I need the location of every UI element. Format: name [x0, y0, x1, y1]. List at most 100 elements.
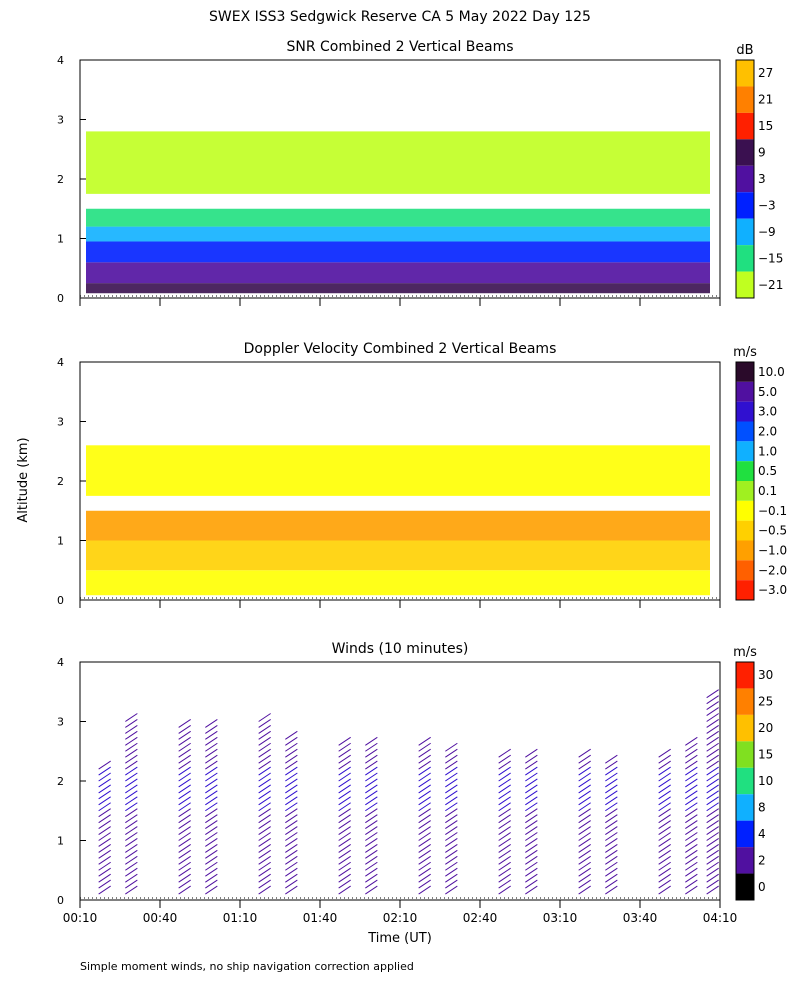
wind-barb: [578, 826, 591, 835]
wind-barb: [685, 736, 698, 746]
wind-barb: [98, 867, 111, 877]
wind-barb: [418, 861, 431, 871]
wind-barb: [578, 879, 591, 889]
layer-top: [86, 208, 710, 227]
wind-barb: [258, 790, 271, 800]
wind-barb: [98, 855, 111, 865]
wind-barb: [498, 832, 511, 841]
wind-barb: [205, 849, 218, 859]
wind-barb: [285, 772, 298, 782]
wind-barb: [178, 861, 191, 871]
colorbar-swatch: [736, 271, 754, 298]
wind-barb: [285, 748, 298, 758]
wind-barb: [658, 885, 671, 895]
wind-barb: [605, 838, 618, 847]
wind-barb: [706, 808, 719, 818]
wind-profile: [578, 748, 591, 895]
colorbar-label: −9: [758, 225, 776, 239]
wind-profile: [205, 719, 218, 895]
wind-barb: [178, 772, 191, 782]
wind-barb: [178, 730, 191, 740]
wind-barb: [205, 808, 218, 818]
wind-barb: [658, 790, 671, 800]
wind-barb: [258, 796, 271, 806]
colorbar-swatch: [736, 381, 754, 402]
wind-barb: [498, 861, 511, 871]
wind-barb: [445, 778, 458, 788]
wind-barb: [258, 724, 271, 734]
wind-barb: [578, 790, 591, 800]
wind-barb: [258, 849, 271, 859]
wind-barb: [365, 838, 378, 847]
wind-barb: [205, 861, 218, 871]
wind-barb: [258, 748, 271, 758]
wind-barb: [525, 754, 538, 764]
colorbar-swatch: [736, 500, 754, 521]
wind-barb: [525, 861, 538, 871]
wind-barb: [338, 808, 351, 818]
wind-barb: [205, 742, 218, 752]
wind-barb: [258, 713, 271, 722]
wind-barb: [525, 838, 538, 847]
wind-barb: [445, 772, 458, 782]
wind-barb: [525, 873, 538, 883]
wind-barb: [125, 736, 138, 746]
wind-barb: [285, 867, 298, 877]
wind-barb: [258, 719, 271, 728]
wind-barb: [338, 796, 351, 806]
wind-barb: [578, 885, 591, 895]
wind-barb: [125, 784, 138, 794]
wind-barb: [685, 873, 698, 883]
wind-barb: [365, 855, 378, 865]
wind-barb: [578, 778, 591, 788]
colorbar-label: 10: [758, 774, 773, 788]
wind-barb: [285, 838, 298, 847]
wind-barb: [178, 849, 191, 859]
wind-barb: [258, 730, 271, 740]
wind-barb: [418, 820, 431, 830]
wind-barb: [178, 820, 191, 830]
wind-barb: [98, 885, 111, 895]
wind-barb: [706, 736, 719, 746]
wind-barb: [445, 814, 458, 824]
wind-barb: [605, 855, 618, 865]
wind-barb: [658, 778, 671, 788]
wind-barb: [445, 808, 458, 818]
wind-barb: [685, 742, 698, 752]
wind-barb: [658, 867, 671, 877]
wind-barb: [706, 826, 719, 835]
wind-barb: [706, 730, 719, 740]
wind-barb: [365, 867, 378, 877]
wind-barb: [685, 855, 698, 865]
wind-barb: [706, 760, 719, 770]
wind-barb: [258, 778, 271, 788]
wind-barb: [685, 766, 698, 776]
wind-barb: [498, 748, 511, 758]
wind-barb: [525, 832, 538, 841]
wind-barb: [658, 784, 671, 794]
wind-barb: [338, 736, 351, 746]
wind-barb: [338, 766, 351, 776]
wind-barb: [285, 760, 298, 770]
layer-lower: [86, 540, 710, 571]
wind-barb: [658, 849, 671, 859]
wind-barb: [445, 760, 458, 770]
wind-barb: [285, 766, 298, 776]
wind-barb: [365, 772, 378, 782]
wind-barb: [205, 766, 218, 776]
wind-barb: [658, 879, 671, 889]
wind-barb: [658, 814, 671, 824]
wind-barb: [706, 820, 719, 830]
wind-barb: [706, 707, 719, 716]
colorbar-label: 9: [758, 146, 766, 160]
wind-barb: [498, 784, 511, 794]
wind-barb: [178, 760, 191, 770]
wind-barb: [605, 760, 618, 770]
wind-barb: [578, 873, 591, 883]
wind-barb: [205, 754, 218, 764]
wind-barb: [205, 719, 218, 728]
colorbar-label: 25: [758, 695, 773, 709]
wind-barb: [365, 814, 378, 824]
y-tick-label: 3: [57, 416, 64, 429]
wind-barb: [685, 796, 698, 806]
